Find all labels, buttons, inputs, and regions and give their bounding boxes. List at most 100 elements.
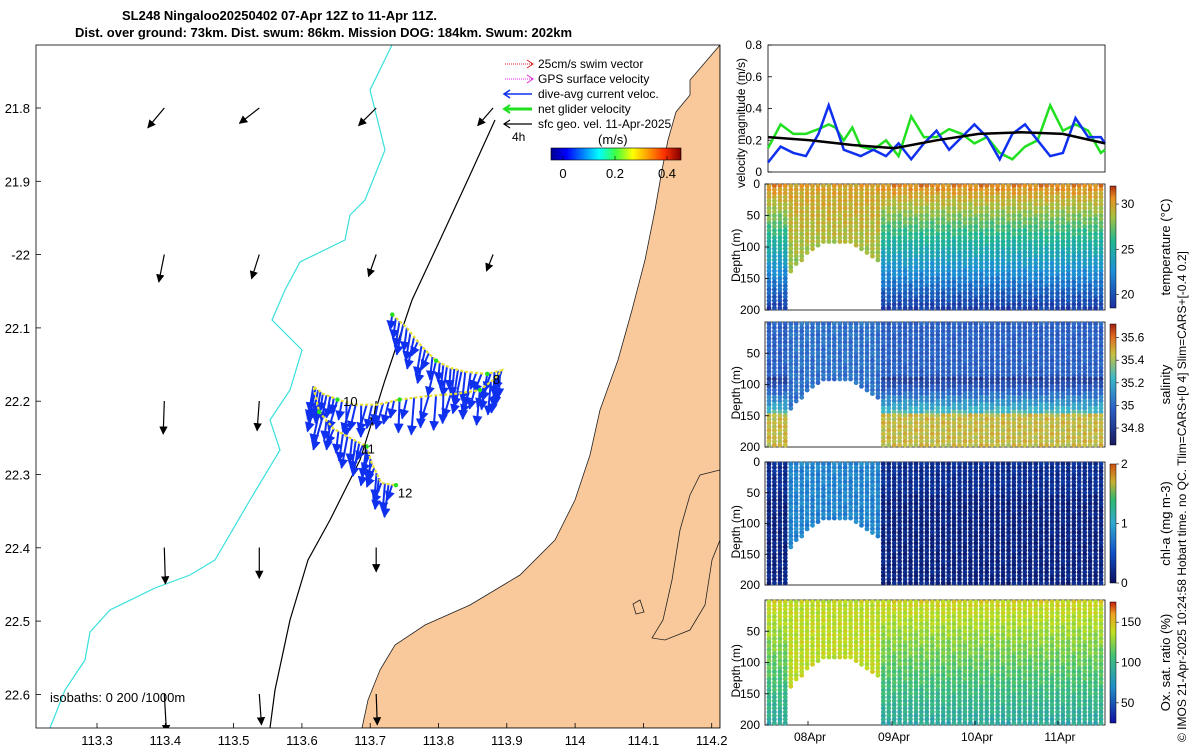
section-data-point: [919, 213, 924, 219]
section-data-point: [859, 187, 864, 193]
geo-velocity-arrow: [147, 107, 165, 129]
section-data-point: [815, 519, 821, 525]
section-data-point: [913, 239, 919, 244]
current-vector-arrow: [415, 396, 426, 429]
section-data-point: [848, 198, 853, 204]
section-data-point: [1082, 442, 1088, 448]
section-data-point: [1006, 442, 1011, 448]
section-data-point: [804, 239, 810, 244]
section-data-point: [864, 220, 870, 226]
section-data-point: [859, 213, 864, 219]
section-data-point: [799, 224, 805, 230]
section-data-point: [880, 290, 886, 296]
section-data-point: [897, 305, 902, 311]
section-data-point: [891, 205, 897, 211]
section-data-point: [821, 202, 826, 207]
section-data-point: [837, 228, 843, 233]
section-data-point: [859, 220, 864, 226]
current-vector-arrow: [345, 438, 356, 464]
section-data-point: [919, 580, 924, 586]
section-data-point: [864, 235, 870, 241]
section-data-point: [902, 257, 908, 263]
section-data-point: [1011, 305, 1017, 311]
section-data-point: [902, 279, 908, 285]
section-data-point: [766, 198, 772, 204]
current-vector-arrow: [389, 317, 400, 340]
section-ylabel: Depth (m): [729, 366, 743, 419]
section-frame: [764, 321, 1106, 448]
section-data-point: [957, 305, 962, 311]
section-data-point: [810, 191, 815, 196]
section-data-point: [848, 515, 853, 521]
section-data-point: [766, 283, 772, 289]
section-data-point: [842, 220, 848, 226]
section-data-point: [962, 580, 968, 586]
section-data-point: [772, 191, 777, 196]
section-data-point: [815, 213, 821, 219]
section-data-point: [913, 191, 919, 196]
current-vector-arrow: [346, 404, 357, 432]
section-data-point: [782, 246, 788, 252]
current-vector-arrow: [400, 327, 410, 352]
section-data-point: [782, 239, 788, 244]
section-data-point: [886, 253, 892, 259]
section-data-point: [908, 253, 913, 259]
section-data-point: [766, 187, 772, 193]
velocity-y-tick-label: 0.4: [745, 102, 762, 116]
section-data-point: [766, 246, 772, 252]
section-data-point: [880, 224, 886, 230]
section-data-point: [995, 305, 1000, 311]
section-data-point: [913, 216, 919, 222]
current-vector-arrow: [472, 372, 483, 394]
section-data-point: [908, 235, 913, 241]
section-data-point: [913, 279, 919, 285]
section-data-point: [826, 198, 832, 204]
section-data-point: [864, 224, 870, 230]
section-colorbar-tick-label: 34.8: [1121, 421, 1145, 435]
section-y-tick-label: 100: [740, 240, 760, 254]
section-data-point: [853, 183, 859, 189]
section-data-point: [782, 268, 788, 274]
section-data-point: [815, 228, 821, 233]
section-data-point: [908, 298, 913, 303]
section-data-point: [908, 250, 913, 255]
section-data-point: [793, 253, 799, 259]
section-data-point: [799, 257, 805, 263]
section-data-point: [902, 283, 908, 289]
section-data-point: [853, 220, 859, 226]
section-data-point: [886, 239, 892, 244]
section-data-point: [870, 239, 875, 244]
section-colorbar-tick-label: 20: [1121, 287, 1135, 301]
current-vector-arrow: [412, 345, 423, 377]
section-data-point: [772, 224, 777, 230]
current-vector-arrow: [467, 390, 477, 410]
section-data-point: [859, 231, 864, 237]
section-data-point: [793, 246, 799, 252]
colorbar-ticks: 0 0.2 0.4: [559, 156, 676, 181]
section-data-point: [772, 257, 777, 263]
section-data-point: [766, 228, 772, 233]
section-data-point: [908, 224, 913, 230]
section-data-point: [842, 224, 848, 230]
section-data-point: [848, 216, 853, 222]
section-data-point: [782, 279, 788, 285]
section-data-point: [891, 231, 897, 237]
section-data-point: [908, 279, 913, 285]
section-data-point: [772, 272, 777, 278]
section-data-point: [891, 209, 897, 215]
map-x-tick-label: 113.6: [286, 733, 318, 748]
section-data-point: [810, 239, 815, 244]
section-data-point: [859, 194, 864, 200]
section-data-point: [772, 202, 777, 207]
section-data-point: [891, 580, 897, 586]
section-data-point: [777, 198, 783, 204]
section-data-point: [804, 187, 810, 193]
section-data-point: [908, 191, 913, 196]
section-colorbar-label: temperature (°C): [1158, 199, 1173, 296]
section-data-point: [902, 290, 908, 296]
section-data-point: [782, 224, 788, 230]
section-data-point: [777, 191, 783, 196]
section-data-point: [804, 194, 810, 200]
current-vector-arrow: [425, 360, 438, 397]
